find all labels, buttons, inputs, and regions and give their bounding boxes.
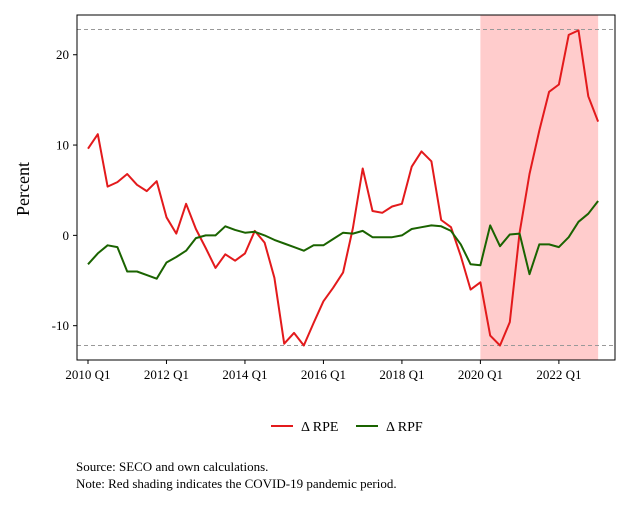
chart-notes: Source: SECO and own calculations. Note:… [76, 458, 397, 492]
legend-label-1: Δ RPF [386, 420, 423, 435]
series-line-0 [87, 29, 600, 347]
source-note: Source: SECO and own calculations. [76, 459, 269, 474]
covid-shading-layer [480, 15, 599, 360]
x-axis-ticks: 2010 Q1 2012 Q1 2014 Q1 2016 Q1 2018 Q1 2020 … [65, 360, 581, 382]
series-line-1 [87, 200, 599, 280]
covid-shading [480, 15, 599, 360]
x-tick-label-3: 2016 Q1 [301, 367, 346, 382]
y-tick-label-2: 0 [63, 228, 70, 243]
legend-label-0: Δ RPE [301, 420, 338, 435]
plot-frame [76, 14, 616, 361]
x-tick-label-5: 2020 Q1 [458, 367, 503, 382]
x-tick-label-1: 2012 Q1 [144, 367, 189, 382]
x-tick-label-2: 2014 Q1 [222, 367, 267, 382]
y-axis-ticks: 20 10 0 -10 [52, 47, 77, 333]
x-tick-label-0: 2010 Q1 [65, 367, 110, 382]
legend: Δ RPE Δ RPF [271, 420, 423, 435]
y-tick-label-0: 20 [56, 47, 69, 62]
reference-lines [77, 28, 615, 347]
shading-note: Note: Red shading indicates the COVID-19… [76, 476, 397, 491]
y-tick-label-3: -10 [52, 318, 69, 333]
y-tick-label-1: 10 [56, 138, 69, 153]
x-tick-label-6: 2022 Q1 [536, 367, 581, 382]
y-axis-label: Percent [13, 162, 33, 216]
x-tick-label-4: 2018 Q1 [379, 367, 424, 382]
series-layer [87, 29, 600, 347]
